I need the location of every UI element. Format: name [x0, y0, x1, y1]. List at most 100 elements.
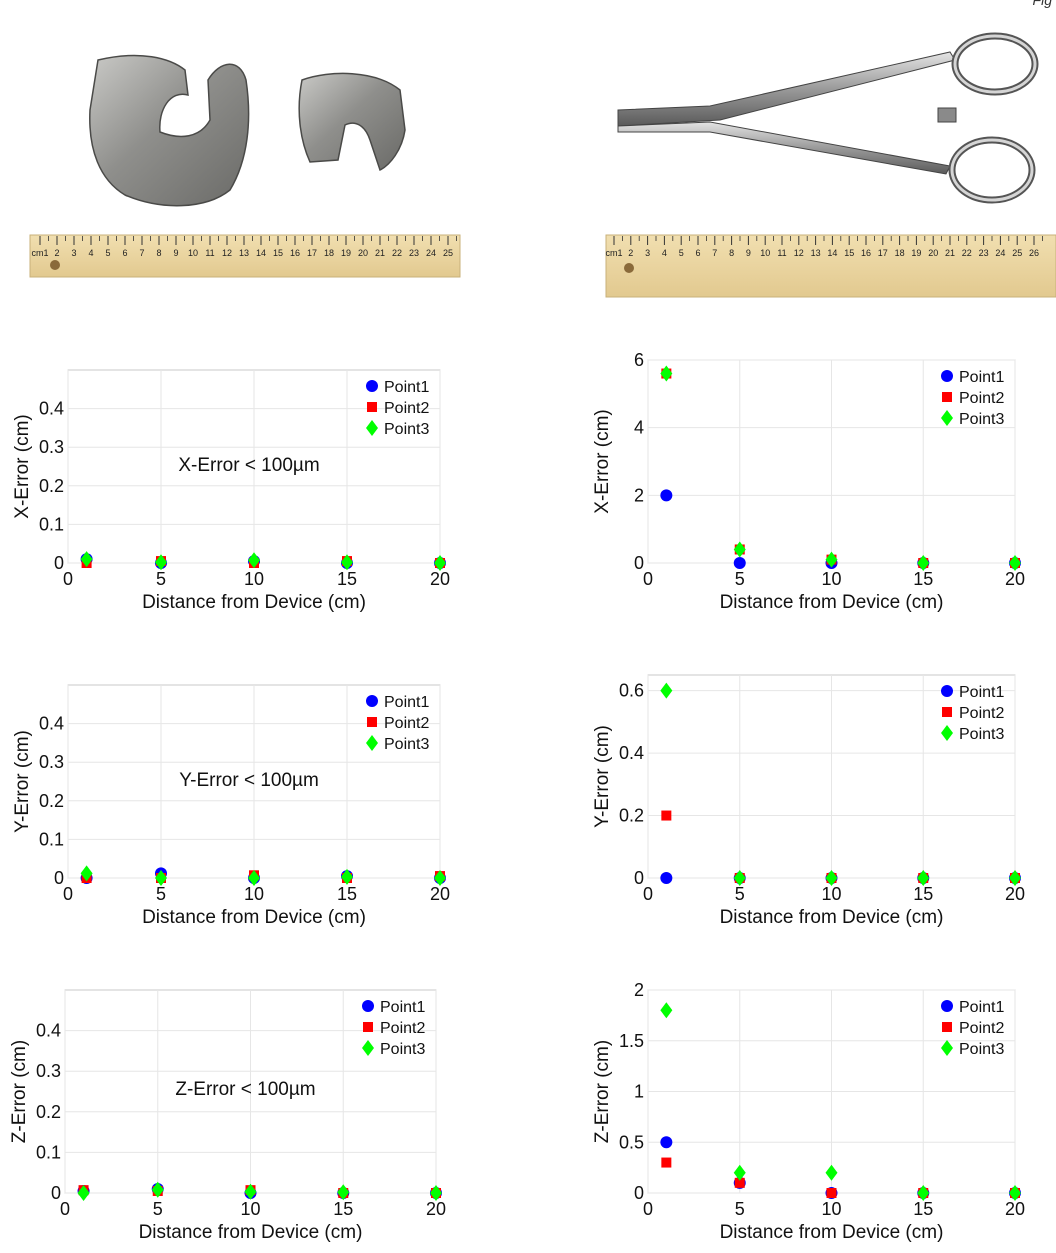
legend-label: Point1 — [959, 999, 1004, 1016]
y-tick-label: 0 — [634, 868, 644, 888]
legend-marker — [366, 380, 378, 392]
y-tick-label: 0.1 — [39, 514, 64, 534]
x-tick-label: 5 — [156, 884, 166, 904]
data-point-point3 — [660, 365, 673, 382]
knee-implant-icon — [89, 54, 406, 207]
ruler-label: 16 — [861, 248, 871, 258]
legend-label: Point1 — [380, 999, 425, 1016]
x-axis-label: Distance from Device (cm) — [720, 907, 944, 928]
series-point3 — [77, 1181, 442, 1201]
legend-marker — [363, 1022, 373, 1032]
legend-label: Point3 — [959, 726, 1004, 743]
ruler-label: 25 — [1012, 248, 1022, 258]
x-tick-label: 15 — [337, 569, 357, 589]
ruler-label: 25 — [443, 248, 453, 258]
x-tick-label: 20 — [430, 884, 450, 904]
ruler-label: 24 — [995, 248, 1005, 258]
data-point-point3 — [434, 555, 446, 571]
y-tick-label: 0 — [54, 553, 64, 573]
chart-z-error-forceps: 0 5 10 15 20 0 0.5 1 1.5 2 Distance from Device (c… — [592, 980, 1025, 1243]
forceps-photo: cm1 2 3 4 5 6 7 8 9 10 11 12 13 14 15 16 17 18 19 20 21 22 23 2… — [605, 32, 1056, 298]
ruler-label: 5 — [679, 248, 684, 258]
legend-marker — [942, 392, 952, 402]
x-tick-label: 0 — [643, 1199, 653, 1219]
ruler-label: 14 — [827, 248, 837, 258]
data-point-point2 — [826, 1188, 837, 1198]
chart-legend: Point1 Point2 Point3 — [362, 999, 425, 1058]
forceps-icon — [617, 32, 1039, 204]
chart-annotation: Y-Error < 100µm — [179, 770, 319, 791]
x-tick-label: 10 — [240, 1199, 260, 1219]
chart-y-error-forceps: 0 5 10 15 20 0 0.2 0.4 0.6 Distance from Device (… — [592, 674, 1025, 928]
legend-marker — [941, 1040, 953, 1056]
ruler-label: 19 — [341, 248, 351, 258]
x-tick-label: 10 — [821, 884, 841, 904]
ruler-label: 12 — [222, 248, 232, 258]
y-tick-label: 2 — [634, 485, 644, 505]
y-tick-label: 6 — [634, 350, 644, 370]
ruler-label: 8 — [729, 248, 734, 258]
ruler-label: 18 — [324, 248, 334, 258]
x-tick-label: 10 — [821, 569, 841, 589]
ruler-label: 4 — [662, 248, 667, 258]
ruler-label: cm1 — [31, 248, 48, 258]
chart-annotation: Z-Error < 100µm — [175, 1079, 315, 1100]
legend-marker — [941, 410, 953, 426]
legend-marker — [366, 420, 378, 436]
x-tick-label: 0 — [60, 1199, 70, 1219]
legend-marker — [942, 1022, 952, 1032]
ruler-label: 17 — [307, 248, 317, 258]
y-tick-label: 0.4 — [619, 743, 644, 763]
y-tick-label: 0.4 — [39, 714, 64, 734]
y-tick-label: 0.4 — [36, 1021, 61, 1041]
data-point-point3 — [825, 551, 838, 568]
y-tick-label: 2 — [634, 980, 644, 1000]
legend-label: Point1 — [959, 369, 1004, 386]
data-point-point3 — [825, 1164, 838, 1181]
x-tick-label: 5 — [735, 569, 745, 589]
y-tick-label: 0.2 — [619, 806, 644, 826]
legend-label: Point2 — [959, 1020, 1004, 1037]
legend-marker — [367, 402, 377, 412]
legend-label: Point2 — [380, 1020, 425, 1037]
series-point3 — [80, 551, 446, 571]
y-axis-label: Y-Error (cm) — [592, 725, 613, 828]
legend-marker — [942, 707, 952, 717]
data-point-point3 — [660, 1002, 673, 1019]
y-tick-label: 0.1 — [39, 829, 64, 849]
ruler-label: 6 — [122, 248, 127, 258]
x-tick-label: 5 — [735, 884, 745, 904]
series-point3 — [80, 865, 446, 886]
x-axis-label: Distance from Device (cm) — [720, 592, 944, 613]
ruler-label: 2 — [54, 248, 59, 258]
x-tick-label: 20 — [426, 1199, 446, 1219]
ruler-label: 13 — [239, 248, 249, 258]
data-point-point3 — [77, 1185, 90, 1201]
ruler-label: 11 — [777, 248, 786, 258]
y-axis-label: X-Error (cm) — [12, 414, 33, 518]
x-tick-label: 15 — [913, 569, 933, 589]
y-tick-label: 0.2 — [39, 791, 64, 811]
data-point-point2 — [734, 1177, 745, 1188]
data-point-point2 — [661, 1157, 672, 1168]
chart-legend: Point1 Point2 Point3 — [941, 999, 1004, 1058]
y-tick-label: 0.2 — [36, 1102, 61, 1122]
data-point-point3 — [80, 865, 93, 882]
data-point-point2 — [661, 810, 672, 821]
y-tick-label: 0 — [634, 1183, 644, 1203]
ruler-left: cm1 2 3 4 5 6 7 8 9 10 11 12 13 14 15 16 17 18 19 20 21 22 23 2… — [29, 234, 461, 278]
data-point-point3 — [660, 682, 673, 699]
legend-label: Point1 — [384, 694, 429, 711]
data-point-point3 — [151, 1181, 164, 1198]
y-axis-label: Z-Error (cm) — [592, 1040, 613, 1143]
data-point-point3 — [917, 870, 930, 886]
x-tick-label: 10 — [244, 569, 264, 589]
ruler-label: 14 — [256, 248, 266, 258]
chart-legend: Point1 Point2 Point3 — [941, 369, 1004, 428]
page-corner-label: Fig — [1032, 0, 1052, 8]
legend-marker — [941, 725, 953, 741]
y-tick-label: 0.4 — [39, 399, 64, 419]
y-axis-label: X-Error (cm) — [592, 409, 613, 513]
data-point-point3 — [155, 870, 167, 886]
ruler-label: 22 — [392, 248, 402, 258]
